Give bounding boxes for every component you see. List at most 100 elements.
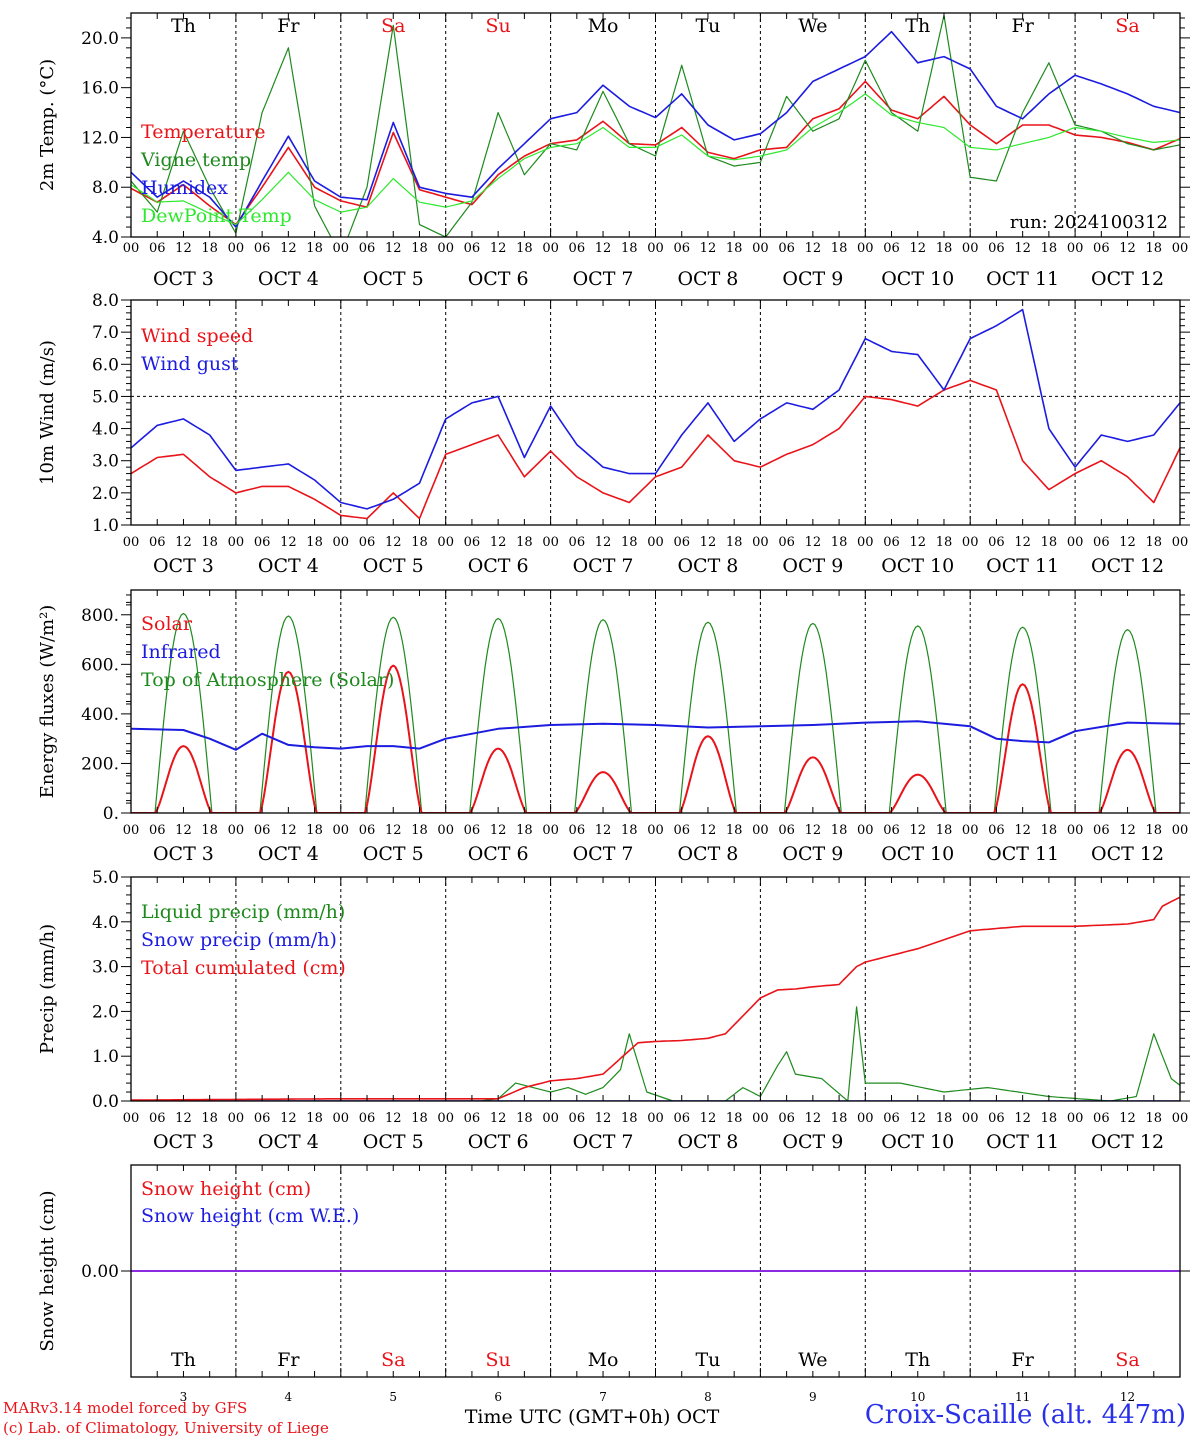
x-date-label: OCT 10 [881, 1131, 954, 1153]
x-hour-label: 12 [595, 241, 612, 256]
y-tick-label: 3.0 [92, 452, 119, 472]
x-hour-label: 00 [962, 1111, 979, 1126]
x-hour-label: 06 [149, 241, 166, 256]
weekday-label: Th [171, 15, 196, 37]
legend-entry: Wind speed [141, 325, 253, 347]
legend-entry: Top of Atmosphere (Solar) [141, 669, 394, 691]
y-tick-label: 2.0 [92, 484, 119, 504]
x-hour-label: 18 [411, 1111, 428, 1126]
y-tick-label: 200. [81, 754, 119, 774]
x-hour-label: 12 [1119, 241, 1136, 256]
x-hour-label: 12 [595, 1111, 612, 1126]
x-date-label: OCT 5 [363, 1131, 424, 1153]
y-tick-label: 1.0 [92, 516, 119, 536]
x-hour-label: 18 [516, 241, 533, 256]
day-number-label: 4 [285, 1390, 293, 1404]
x-hour-label: 00 [123, 241, 140, 256]
x-hour-label: 00 [333, 241, 350, 256]
weekday-label: We [798, 15, 827, 37]
x-date-label: OCT 4 [258, 843, 319, 865]
legend-entry: Snow height (cm) [141, 1178, 311, 1200]
x-hour-label: 00 [542, 1111, 559, 1126]
x-hour-label: 06 [988, 823, 1005, 838]
x-date-label: OCT 11 [986, 1131, 1059, 1153]
x-hour-label: 18 [411, 535, 428, 550]
x-hour-label: 06 [1093, 1111, 1110, 1126]
x-hour-label: 00 [333, 823, 350, 838]
weekday-label: Fr [1012, 15, 1035, 37]
weekday-label: Sa [381, 15, 405, 37]
x-hour-label: 06 [149, 823, 166, 838]
series-group [131, 14, 1180, 237]
series-line-wind-gust [131, 308, 1180, 510]
x-hour-label: 18 [621, 241, 638, 256]
x-hour-label: 00 [857, 241, 874, 256]
x-hour-label: 18 [411, 241, 428, 256]
x-hour-label: 18 [306, 241, 323, 256]
panel-temperature: 4.0 8.0 12.0 16.0 20.0 00 06 12 18 00 06 12 18 00 06 12… [37, 12, 1190, 290]
x-hour-label: 00 [542, 241, 559, 256]
x-date-label: OCT 7 [573, 555, 634, 577]
x-hour-label: 00 [752, 535, 769, 550]
x-hour-label: 18 [306, 823, 323, 838]
x-hour-label: 00 [1172, 823, 1189, 838]
x-date-label: OCT 6 [468, 1131, 529, 1153]
x-hour-label: 12 [490, 241, 507, 256]
x-hour-label: 12 [700, 535, 717, 550]
x-hour-label: 06 [883, 535, 900, 550]
x-hour-label: 00 [1172, 535, 1189, 550]
x-hour-label: 18 [1041, 1111, 1058, 1126]
x-hour-label: 12 [1014, 823, 1031, 838]
x-hour-label: 00 [1172, 241, 1189, 256]
x-hour-label: 00 [437, 241, 454, 256]
x-hour-label: 00 [437, 1111, 454, 1126]
x-hour-label: 12 [805, 535, 822, 550]
y-tick-label: 12.0 [81, 128, 119, 148]
x-hour-label: 18 [726, 535, 743, 550]
x-hour-label: 06 [673, 241, 690, 256]
x-hour-label: 18 [1041, 535, 1058, 550]
panel-energy: 0. 200. 400. 600. 800. 00 06 12 18 00 06 12 18 00 06 12… [37, 589, 1190, 865]
x-hour-label: 00 [1067, 1111, 1084, 1126]
y-tick-label: 0.00 [81, 1262, 119, 1282]
x-hour-label: 06 [359, 535, 376, 550]
weekday-label: Sa [1115, 15, 1139, 37]
x-hour-label: 06 [464, 241, 481, 256]
panel-precip: 0.0 1.0 2.0 3.0 4.0 5.0 00 06 12 18 00 06 12 18 00 06 12… [37, 868, 1190, 1153]
weekday-label: Fr [1012, 1349, 1035, 1371]
y-tick-label: 8.0 [92, 291, 119, 311]
x-hour-label: 00 [857, 1111, 874, 1126]
y-tick-label: 16.0 [81, 79, 119, 99]
x-date-label: OCT 10 [881, 555, 954, 577]
x-date-label: OCT 6 [468, 268, 529, 290]
x-hour-label: 18 [201, 1111, 218, 1126]
x-hour-label: 00 [228, 241, 245, 256]
x-date-label: OCT 4 [258, 1131, 319, 1153]
x-hour-label: 06 [778, 823, 795, 838]
x-hour-label: 06 [988, 1111, 1005, 1126]
x-date-label: OCT 5 [363, 843, 424, 865]
x-hour-label: 18 [411, 823, 428, 838]
x-hour-label: 06 [883, 1111, 900, 1126]
x-hour-label: 12 [280, 241, 297, 256]
day-number-label: 5 [389, 1390, 397, 1404]
day-number-label: 8 [704, 1390, 712, 1404]
x-hour-label: 18 [621, 1111, 638, 1126]
series-line-vigne-temp [131, 14, 1180, 237]
lab-credit: (c) Lab. of Climatology, University of L… [3, 1419, 329, 1437]
legend-entry: Snow precip (mm/h) [141, 929, 337, 951]
x-hour-label: 00 [228, 823, 245, 838]
plot-frame [130, 589, 1181, 814]
day-number-label: 3 [180, 1390, 188, 1404]
series-line-top-of-atmosphere [131, 612, 1180, 813]
y-tick-label: 4.0 [92, 228, 119, 248]
weekday-label: Tu [695, 1349, 720, 1371]
series-group [131, 612, 1180, 813]
y-axis-label: Precip (mm/h) [37, 924, 58, 1054]
series-line-temperature [131, 80, 1180, 226]
x-hour-label: 00 [752, 823, 769, 838]
x-hour-label: 06 [569, 1111, 586, 1126]
x-date-label: OCT 10 [881, 843, 954, 865]
x-hour-label: 06 [1093, 823, 1110, 838]
series-line-infrared [131, 720, 1180, 751]
